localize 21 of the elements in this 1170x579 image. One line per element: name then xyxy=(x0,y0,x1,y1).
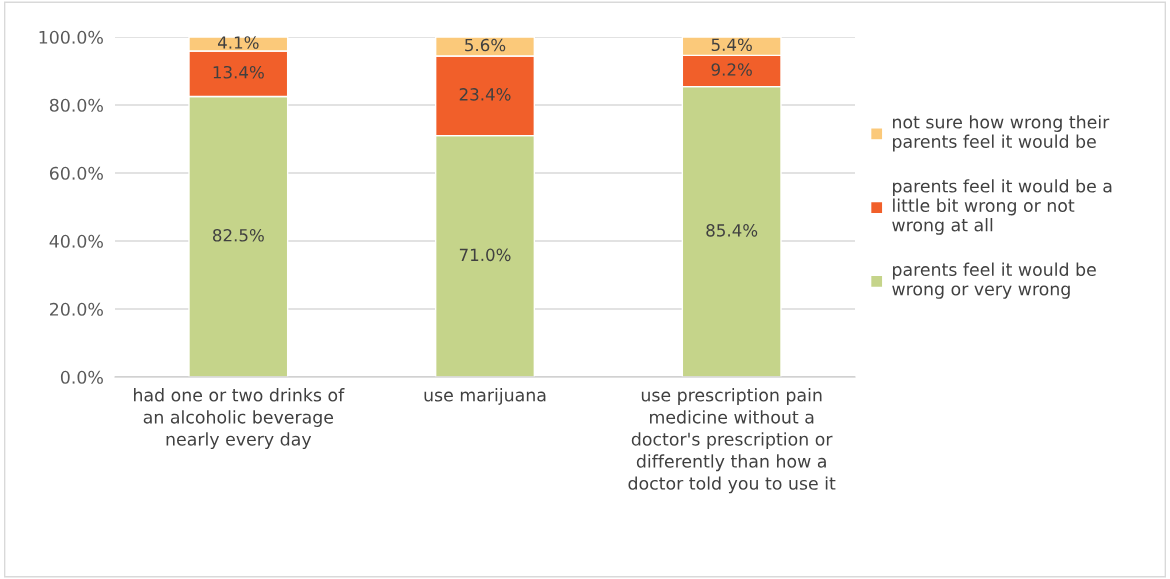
y-tick-label: 0.0% xyxy=(60,370,103,384)
x-tick-label: use marijuana xyxy=(424,388,546,405)
x-tick-label: use prescription pain medicine without a doctor's prescription or differently than how a doctor told you to use it xyxy=(628,388,836,494)
legend-label: parents feel it would be a little bit wrong or not wrong at all xyxy=(892,179,1112,235)
data-label: 13.4% xyxy=(213,65,264,79)
data-label: 5.6% xyxy=(465,38,506,52)
data-label: 82.5% xyxy=(212,228,264,242)
data-label: 85.4% xyxy=(706,224,758,237)
data-label: 9.2% xyxy=(711,63,752,76)
legend-label: not sure how wrong their parents feel it would be xyxy=(893,115,1110,152)
y-tick-label: 20.0% xyxy=(50,302,103,316)
data-label: 71.0% xyxy=(459,248,511,262)
y-tick-label: 40.0% xyxy=(49,234,103,248)
data-label: 23.4% xyxy=(459,88,511,101)
legend-label: parents feel it would be wrong or very wrong xyxy=(892,262,1096,299)
y-tick-label: 100.0% xyxy=(39,30,103,44)
y-tick-label: 80.0% xyxy=(49,98,103,112)
x-tick-label: had one or two drinks of an alcoholic beverage nearly every day xyxy=(134,388,345,450)
y-tick-label: 60.0% xyxy=(49,166,103,180)
data-label: 5.4% xyxy=(711,38,752,52)
data-label: 4.1% xyxy=(217,36,259,49)
